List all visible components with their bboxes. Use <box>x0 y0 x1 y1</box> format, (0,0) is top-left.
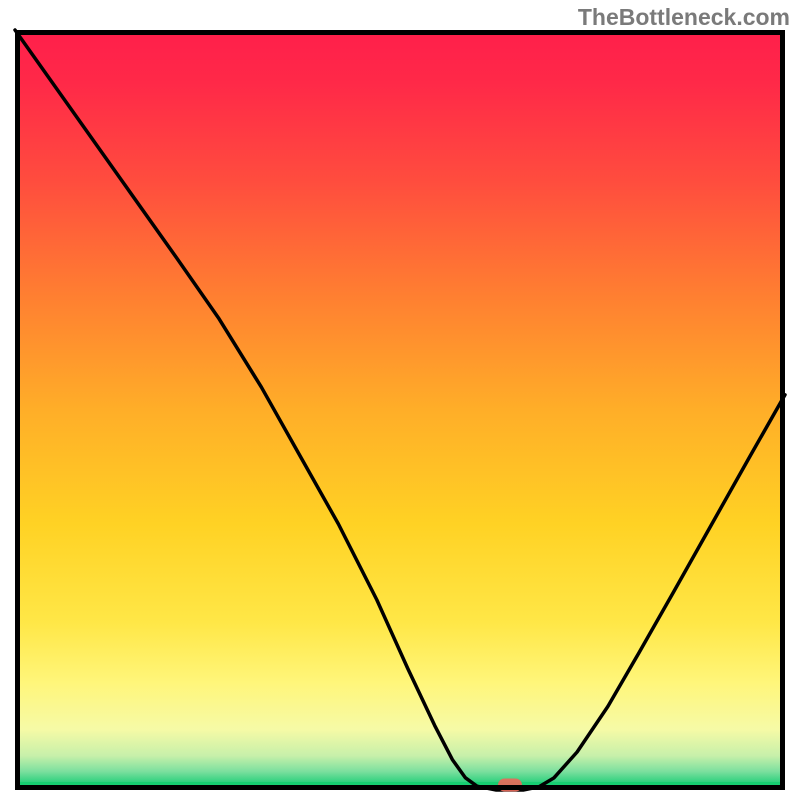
bottleneck-curve <box>15 30 785 790</box>
watermark-text: TheBottleneck.com <box>578 4 790 31</box>
plot-area <box>15 30 785 790</box>
curve-svg <box>15 30 785 790</box>
optimum-marker <box>498 779 522 792</box>
